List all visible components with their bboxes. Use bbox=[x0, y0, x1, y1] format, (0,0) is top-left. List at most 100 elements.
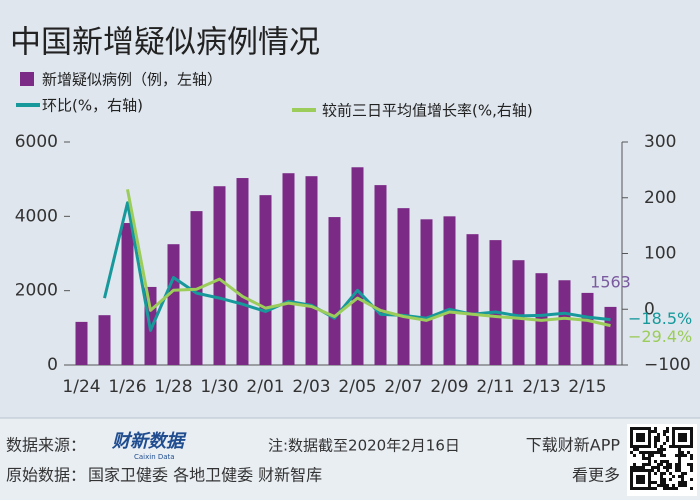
qr-cell bbox=[654, 439, 657, 442]
qr-cell bbox=[690, 439, 693, 442]
bar bbox=[121, 223, 134, 365]
qr-cell bbox=[678, 433, 681, 436]
qr-cell bbox=[648, 487, 651, 490]
qr-cell bbox=[678, 457, 681, 460]
qr-cell bbox=[636, 433, 639, 436]
x-tick-label: 1/24 bbox=[62, 377, 100, 397]
qr-cell bbox=[639, 445, 642, 448]
qr-cell bbox=[663, 454, 666, 457]
bar bbox=[351, 167, 364, 365]
qr-cell bbox=[648, 469, 651, 472]
qr-cell bbox=[690, 478, 693, 481]
qr-cell bbox=[657, 469, 660, 472]
qr-cell bbox=[639, 436, 642, 439]
qr-cell bbox=[660, 454, 663, 457]
qr-cell bbox=[678, 427, 681, 430]
qr-pattern bbox=[630, 427, 693, 490]
qr-cell bbox=[645, 487, 648, 490]
qr-cell bbox=[657, 466, 660, 469]
qr-cell bbox=[690, 487, 693, 490]
footer-band bbox=[0, 418, 700, 500]
y2-tick-label: 300 bbox=[644, 132, 676, 152]
qr-cell bbox=[678, 460, 681, 463]
qr-cell bbox=[654, 472, 657, 475]
bar bbox=[259, 195, 272, 365]
qr-cell bbox=[642, 478, 645, 481]
qr-cell bbox=[639, 439, 642, 442]
source-label: 数据来源： bbox=[6, 436, 86, 455]
qr-cell bbox=[642, 481, 645, 484]
y2-tick-label: 0 bbox=[644, 299, 655, 319]
qr-cell bbox=[663, 433, 666, 436]
note: 注:数据截至2020年2月16日 bbox=[268, 437, 460, 455]
qr-cell bbox=[660, 475, 663, 478]
data-label: 1563 bbox=[590, 272, 631, 291]
qr-cell bbox=[672, 433, 675, 436]
qr-cell bbox=[687, 451, 690, 454]
qr-cell bbox=[681, 433, 684, 436]
qr-cell bbox=[681, 478, 684, 481]
qr-cell bbox=[669, 466, 672, 469]
qr-cell bbox=[636, 475, 639, 478]
original-sources: 国家卫健委 各地卫健委 财新智库 bbox=[88, 466, 322, 485]
qr-cell bbox=[636, 439, 639, 442]
qr-cell bbox=[642, 439, 645, 442]
qr-cell bbox=[648, 454, 651, 457]
x-tick-label: 2/01 bbox=[246, 377, 284, 397]
qr-cell bbox=[684, 433, 687, 436]
qr-cell bbox=[684, 445, 687, 448]
y2-tick-label: 100 bbox=[644, 244, 676, 264]
qr-cell bbox=[642, 433, 645, 436]
qr-cell bbox=[681, 436, 684, 439]
qr-cell bbox=[657, 451, 660, 454]
qr-cell bbox=[636, 448, 639, 451]
bar bbox=[75, 321, 88, 365]
y-tick-label: 0 bbox=[47, 355, 58, 375]
qr-cell bbox=[690, 466, 693, 469]
qr-cell bbox=[657, 436, 660, 439]
qr-cell bbox=[669, 463, 672, 466]
qr-cell bbox=[681, 427, 684, 430]
qr-cell bbox=[633, 427, 636, 430]
qr-cell bbox=[645, 451, 648, 454]
qr-cell bbox=[645, 445, 648, 448]
qr-cell bbox=[681, 475, 684, 478]
qr-cell bbox=[660, 445, 663, 448]
bar bbox=[604, 306, 617, 365]
qr-cell bbox=[672, 442, 675, 445]
qr-cell bbox=[636, 466, 639, 469]
bar bbox=[98, 315, 111, 365]
qr-cell bbox=[657, 463, 660, 466]
qr-cell bbox=[663, 466, 666, 469]
download: 下载财新APP bbox=[526, 436, 621, 455]
qr-cell bbox=[654, 442, 657, 445]
qr-cell bbox=[648, 427, 651, 430]
qr-cell bbox=[672, 484, 675, 487]
qr-cell bbox=[675, 427, 678, 430]
qr-cell bbox=[681, 484, 684, 487]
qr-cell bbox=[648, 436, 651, 439]
qr-cell bbox=[630, 439, 633, 442]
qr-cell bbox=[669, 472, 672, 475]
line bbox=[103, 201, 611, 332]
qr-cell bbox=[648, 451, 651, 454]
qr-cell bbox=[630, 484, 633, 487]
qr-cell bbox=[648, 439, 651, 442]
qr-cell bbox=[648, 445, 651, 448]
qr-cell bbox=[663, 487, 666, 490]
qr-cell bbox=[675, 454, 678, 457]
qr-cell bbox=[630, 472, 633, 475]
qr-cell bbox=[648, 463, 651, 466]
qr-cell bbox=[678, 469, 681, 472]
x-tick-label: 2/05 bbox=[338, 377, 376, 397]
qr-cell bbox=[645, 457, 648, 460]
qr-cell bbox=[675, 466, 678, 469]
qr-cell bbox=[630, 487, 633, 490]
qr-cell bbox=[642, 487, 645, 490]
qr-cell bbox=[636, 436, 639, 439]
qr-cell bbox=[684, 484, 687, 487]
bar bbox=[213, 186, 226, 365]
qr-cell bbox=[642, 436, 645, 439]
qr-cell bbox=[642, 475, 645, 478]
